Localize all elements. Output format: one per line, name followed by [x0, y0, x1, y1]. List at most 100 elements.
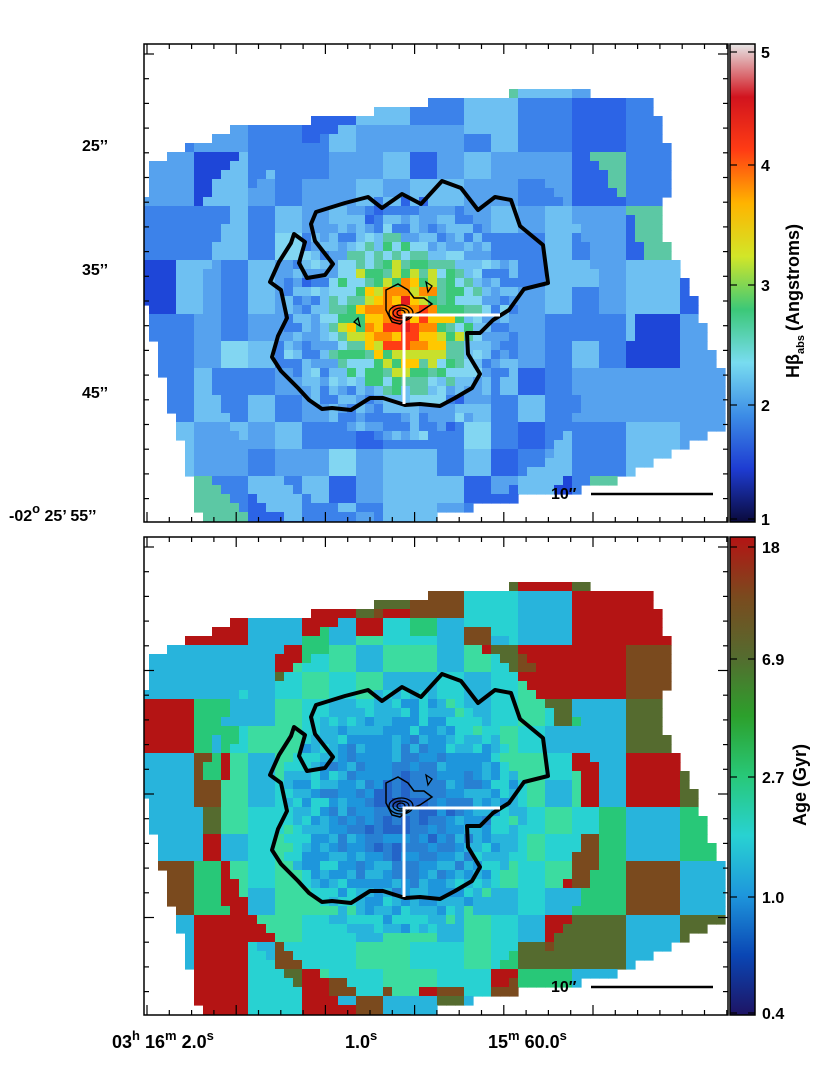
hbeta-spaxel — [455, 314, 465, 324]
hbeta-spaxel — [311, 125, 321, 135]
hbeta-spaxel — [185, 440, 195, 450]
hbeta-spaxel — [419, 359, 429, 369]
hbeta-spaxel — [446, 242, 456, 252]
hbeta-spaxel — [581, 467, 591, 477]
hbeta-spaxel — [545, 449, 555, 459]
hbeta-spaxel — [284, 233, 294, 243]
hbeta-spaxel — [590, 395, 600, 405]
hbeta-spaxel — [275, 125, 285, 135]
hbeta-spaxel — [473, 260, 483, 270]
hbeta-spaxel — [464, 215, 474, 225]
age-spaxel — [527, 825, 537, 835]
age-spaxel — [464, 816, 474, 826]
hbeta-spaxel — [653, 413, 663, 423]
age-spaxel — [401, 609, 411, 619]
hbeta-spaxel — [590, 143, 600, 153]
hbeta-spaxel — [473, 350, 483, 360]
age-spaxel — [149, 798, 159, 808]
hbeta-spaxel — [437, 404, 447, 414]
hbeta-spaxel — [590, 287, 600, 297]
age-spaxel — [635, 618, 645, 628]
age-spaxel — [563, 888, 573, 898]
age-spaxel — [194, 654, 204, 664]
age-spaxel — [644, 591, 654, 601]
hbeta-spaxel — [365, 161, 375, 171]
age-spaxel — [338, 816, 348, 826]
hbeta-spaxel — [257, 278, 267, 288]
hbeta-spaxel — [446, 215, 456, 225]
hbeta-spaxel — [527, 134, 537, 144]
age-spaxel — [212, 636, 222, 646]
age-spaxel — [176, 717, 186, 727]
age-spaxel — [401, 825, 411, 835]
hbeta-spaxel — [626, 287, 636, 297]
age-spaxel — [383, 897, 393, 907]
hbeta-spaxel — [536, 143, 546, 153]
age-spaxel — [185, 798, 195, 808]
hbeta-spaxel — [464, 476, 474, 486]
hbeta-spaxel — [572, 458, 582, 468]
age-spaxel — [455, 807, 465, 817]
hbeta-spaxel — [302, 251, 312, 261]
age-spaxel — [212, 789, 222, 799]
age-spaxel — [581, 816, 591, 826]
hbeta-spaxel — [230, 350, 240, 360]
age-spaxel — [518, 708, 528, 718]
hbeta-spaxel — [428, 278, 438, 288]
hbeta-spaxel — [518, 98, 528, 108]
hbeta-spaxel — [608, 422, 618, 432]
age-spaxel — [473, 735, 483, 745]
hbeta-spaxel — [527, 116, 537, 126]
age-spaxel — [266, 816, 276, 826]
age-spaxel — [590, 672, 600, 682]
age-spaxel — [428, 834, 438, 844]
hbeta-spaxel — [581, 215, 591, 225]
age-spaxel — [491, 915, 501, 925]
hbeta-spaxel — [221, 197, 231, 207]
hbeta-spaxel — [491, 467, 501, 477]
age-spaxel — [383, 825, 393, 835]
age-spaxel — [266, 681, 276, 691]
hbeta-spaxel — [194, 170, 204, 180]
hbeta-spaxel — [311, 467, 321, 477]
hbeta-spaxel — [248, 368, 258, 378]
age-spaxel — [293, 780, 303, 790]
age-spaxel — [419, 843, 429, 853]
hbeta-spaxel — [212, 449, 222, 459]
hbeta-spaxel — [257, 467, 267, 477]
hbeta-spaxel — [383, 305, 393, 315]
age-spaxel — [689, 816, 699, 826]
hbeta-spaxel — [419, 143, 429, 153]
hbeta-spaxel — [329, 188, 339, 198]
age-spaxel — [221, 834, 231, 844]
hbeta-spaxel — [338, 269, 348, 279]
hbeta-spaxel — [356, 143, 366, 153]
age-spaxel — [266, 942, 276, 952]
age-spaxel — [212, 906, 222, 916]
hbeta-spaxel — [608, 350, 618, 360]
hbeta-spaxel — [239, 395, 249, 405]
age-spaxel — [248, 663, 258, 673]
hbeta-spaxel — [311, 287, 321, 297]
age-spaxel — [644, 825, 654, 835]
hbeta-spaxel — [617, 467, 627, 477]
hbeta-spaxel — [653, 377, 663, 387]
hbeta-spaxel — [626, 278, 636, 288]
hbeta-spaxel — [383, 233, 393, 243]
hbeta-spaxel — [626, 143, 636, 153]
hbeta-spaxel — [590, 242, 600, 252]
hbeta-spaxel — [356, 440, 366, 450]
age-spaxel — [383, 816, 393, 826]
age-spaxel — [446, 591, 456, 601]
hbeta-spaxel — [446, 350, 456, 360]
hbeta-spaxel — [608, 377, 618, 387]
hbeta-spaxel — [149, 197, 159, 207]
age-spaxel — [473, 762, 483, 772]
hbeta-spaxel — [527, 332, 537, 342]
hbeta-spaxel — [428, 296, 438, 306]
age-spaxel — [509, 825, 519, 835]
age-spaxel — [590, 681, 600, 691]
hbeta-spaxel — [383, 485, 393, 495]
age-spaxel — [635, 753, 645, 763]
hbeta-spaxel — [491, 359, 501, 369]
